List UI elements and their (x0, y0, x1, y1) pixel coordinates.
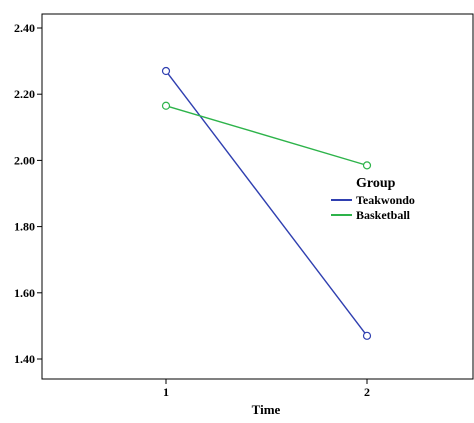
data-point-teakwondo (161, 66, 171, 76)
y-tick-label: 2.00 (14, 153, 35, 167)
series-layer (161, 66, 372, 340)
x-tick-label: 2 (364, 385, 370, 399)
data-point-teakwondo (362, 331, 372, 340)
y-tick-label: 2.20 (14, 87, 35, 101)
x-tick-label: 1 (163, 385, 169, 399)
legend-label-teakwondo: Teakwondo (356, 193, 415, 207)
y-tick-label: 1.40 (14, 352, 35, 366)
legend-title: Group (356, 176, 396, 191)
data-point-basketball (161, 101, 171, 110)
y-tick-label: 1.80 (14, 220, 35, 234)
y-tick-label: 2.40 (14, 21, 35, 35)
legend-label-basketball: Basketball (356, 208, 411, 222)
data-point-basketball (362, 161, 372, 170)
y-tick-label: 1.60 (14, 286, 35, 300)
plot-area (41, 13, 474, 380)
x-axis-title: Time (252, 402, 281, 417)
y-axis-ticks: 1.40 1.60 1.80 2.00 2.20 2.40 (14, 21, 42, 366)
series-line-basketball (165, 105, 368, 167)
